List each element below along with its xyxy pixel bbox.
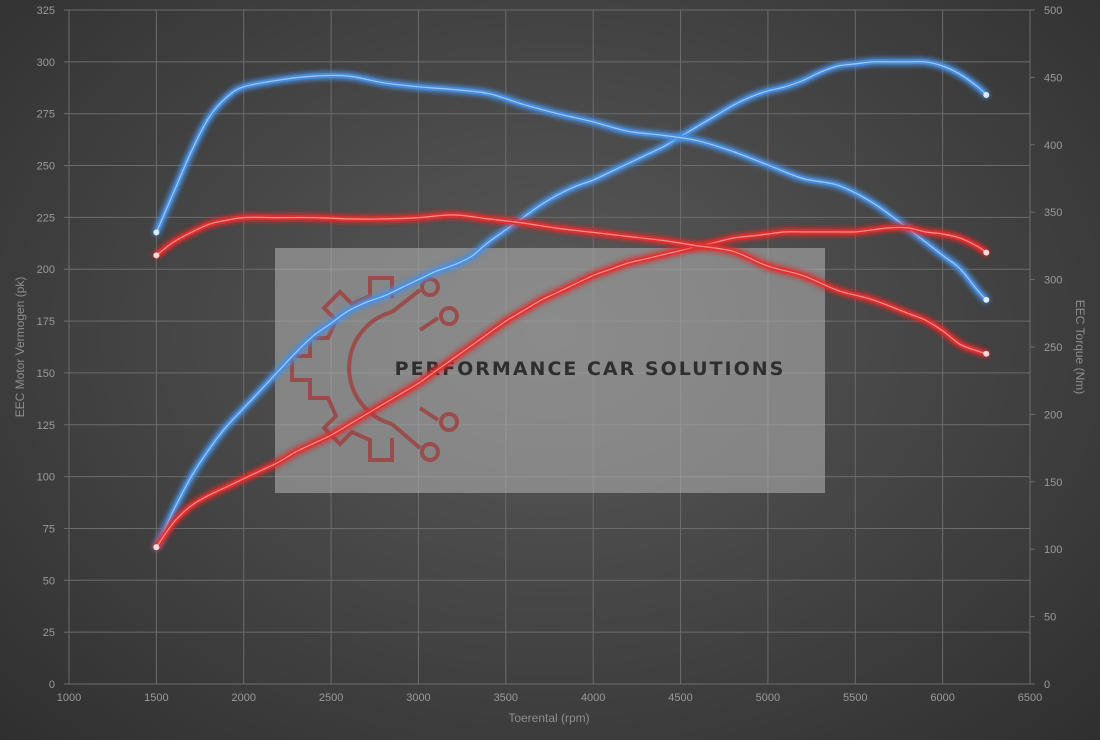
x-tick-label: 4500	[668, 692, 692, 704]
series-2	[153, 72, 990, 303]
series-4	[153, 212, 990, 357]
y-left-tick-label: 325	[37, 5, 55, 17]
y-right-tick-label: 450	[1044, 72, 1062, 84]
y-right-tick-label: 100	[1044, 544, 1062, 556]
x-tick-label: 6000	[930, 692, 954, 704]
x-tick-label: 5500	[843, 692, 867, 704]
x-tick-label: 6500	[1018, 692, 1042, 704]
y-left-tick-label: 250	[37, 161, 55, 173]
y-left-tick-label: 200	[37, 264, 55, 276]
series-end-point	[983, 350, 990, 357]
x-tick-label: 1500	[144, 692, 168, 704]
series-end-point	[153, 229, 160, 236]
circuit-trace-3	[418, 406, 440, 422]
series-end-point	[983, 92, 990, 99]
watermark: PERFORMANCE CAR SOLUTIONS	[275, 248, 825, 493]
series-end-point	[153, 252, 160, 259]
y-left-tick-label: 300	[37, 57, 55, 69]
watermark-panel	[275, 248, 825, 493]
y-right-tick-label: 50	[1044, 612, 1056, 624]
series-core-1	[155, 60, 987, 548]
circuit-trace-1	[390, 288, 422, 314]
y-left-tick-label: 25	[43, 627, 55, 639]
circuit-node-2	[439, 306, 459, 326]
x-tick-label: 2500	[319, 692, 343, 704]
x-tick-label: 4000	[581, 692, 605, 704]
y-right-tick-label: 0	[1044, 679, 1050, 691]
y-left-tick-label: 50	[43, 575, 55, 587]
y-right-tick-label: 250	[1044, 342, 1062, 354]
series-3	[153, 224, 990, 551]
y-right-tick-label: 350	[1044, 207, 1062, 219]
series-core-4	[155, 214, 987, 355]
x-axis-title: Toerental (rpm)	[508, 711, 589, 725]
y-right-tick-label: 400	[1044, 140, 1062, 152]
y-axis-right-title: EEC Torque (Nm)	[1073, 300, 1087, 394]
x-tick-label: 3500	[494, 692, 518, 704]
x-tick-label: 2000	[231, 692, 255, 704]
y-left-tick-label: 275	[37, 109, 55, 121]
x-axis-ticks: 1000 1500 2000 2500 3000 3500 4000 4500 5000 5500…	[57, 692, 1042, 704]
circuit-node-4	[420, 442, 440, 462]
y-right-tick-label: 500	[1044, 5, 1062, 17]
y-left-tick-label: 100	[37, 472, 55, 484]
y-left-tick-label: 175	[37, 316, 55, 328]
y-axis-right-ticks: 0 50 100 150 200 250 300 350 400 450 500	[1044, 5, 1062, 691]
series-lines	[153, 59, 990, 551]
y-axis-left-ticks: 0 25 50 75 100 125 150 175 200 225 250 275 300 325	[37, 5, 55, 691]
y-left-tick-label: 125	[37, 420, 55, 432]
y-left-tick-label: 150	[37, 368, 55, 380]
series-end-point	[983, 249, 990, 256]
x-tick-label: 3000	[406, 692, 430, 704]
circuit-trace-4	[390, 422, 422, 450]
circuit-node-1	[420, 277, 440, 297]
gear-icon	[290, 276, 394, 462]
series-core-3	[155, 226, 987, 548]
series-core-2	[155, 74, 987, 301]
y-right-tick-label: 300	[1044, 275, 1062, 287]
circuit-node-3	[439, 412, 459, 432]
gear-inner-arc	[347, 310, 393, 426]
y-right-tick-label: 150	[1044, 477, 1062, 489]
x-tick-label: 5000	[756, 692, 780, 704]
gear-circuit-logo	[290, 276, 459, 462]
y-right-tick-label: 200	[1044, 409, 1062, 421]
y-left-tick-label: 0	[49, 679, 55, 691]
y-left-tick-label: 75	[43, 523, 55, 535]
y-left-tick-label: 225	[37, 212, 55, 224]
series-end-point	[153, 544, 160, 551]
circuit-trace-2	[418, 316, 440, 332]
x-tick-label: 1000	[57, 692, 81, 704]
series-end-point	[983, 296, 990, 303]
y-axis-left-title: EEC Motor Vermogen (pk)	[13, 277, 27, 418]
watermark-text: PERFORMANCE CAR SOLUTIONS	[395, 358, 786, 380]
